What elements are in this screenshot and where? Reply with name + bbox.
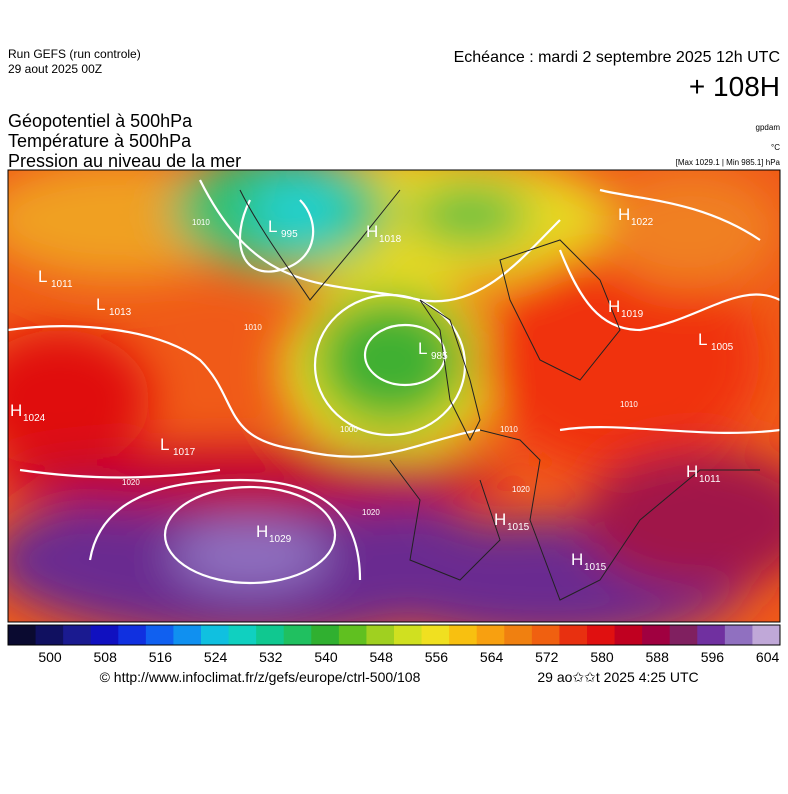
pressure-center-type: H — [686, 462, 698, 481]
colorbar-swatch — [504, 625, 533, 645]
pressure-center-value: 1017 — [173, 447, 196, 458]
pressure-center-type: H — [256, 522, 268, 541]
colorbar-tick-label: 596 — [701, 649, 725, 665]
colorbar-swatch — [90, 625, 119, 645]
colorbar-swatch — [697, 625, 726, 645]
isobar-label: 1020 — [122, 478, 140, 487]
legend-line: Géopotentiel à 500hPa — [8, 111, 193, 131]
pressure-center-type: H — [366, 222, 378, 241]
pressure-center-value: 1022 — [631, 217, 654, 228]
colorbar-swatch — [587, 625, 616, 645]
colorbar-swatch — [311, 625, 340, 645]
isobar-label: 1010 — [620, 400, 638, 409]
isobar-label: 1020 — [362, 508, 380, 517]
colorbar-swatch — [63, 625, 92, 645]
pressure-center-type: H — [10, 401, 22, 420]
pressure-center-type: H — [608, 297, 620, 316]
colorbar-swatch — [145, 625, 174, 645]
unit: gpdam — [756, 123, 781, 132]
colorbar-swatch — [35, 625, 64, 645]
colorbar-swatch — [531, 625, 560, 645]
pressure-center-value: 1018 — [379, 234, 402, 245]
lead-time: + 108H — [689, 71, 780, 102]
colorbar-swatch — [559, 625, 588, 645]
run-date: 29 aout 2025 00Z — [8, 62, 102, 76]
pressure-center-value: 1029 — [269, 534, 292, 545]
colorbar-tick-label: 532 — [259, 649, 283, 665]
colorbar-swatch — [366, 625, 395, 645]
colorbar-swatch — [752, 625, 781, 645]
colorbar-tick-label: 580 — [590, 649, 614, 665]
colorbar-swatch — [421, 625, 450, 645]
colorbar-swatch — [118, 625, 147, 645]
pressure-center-value: 1013 — [109, 307, 132, 318]
colorbar-swatch — [394, 625, 423, 645]
isobar-label: 1010 — [192, 218, 210, 227]
colorbar-frame — [7, 624, 781, 646]
colorbar-swatch — [642, 625, 671, 645]
colorbar-tick-label: 508 — [94, 649, 118, 665]
pressure-center-value: 995 — [281, 229, 298, 240]
isobar-label: 1020 — [512, 485, 530, 494]
pressure-center-type: L — [38, 267, 47, 286]
pressure-center-type: H — [494, 510, 506, 529]
isobar-labels: 1010 1020 1000 1010 1020 1010 1020 1010 — [122, 218, 638, 517]
colorbar-tick-label: 572 — [535, 649, 559, 665]
colorbar-swatch — [201, 625, 230, 645]
colorbar-swatch — [283, 625, 312, 645]
colorbar-swatch — [256, 625, 285, 645]
colorbar: 500 508 516 524 532 540 548 556 564 572 580 588 596 6… — [7, 624, 781, 665]
pressure-center-type: L — [96, 295, 105, 314]
pressure-center-value: 985 — [431, 351, 448, 362]
legend-line: Température à 500hPa — [8, 131, 192, 151]
isobar-label: 1010 — [500, 425, 518, 434]
isobar-label: 1010 — [244, 323, 262, 332]
colorbar-tick-label: 588 — [646, 649, 670, 665]
pressure-center-type: H — [571, 550, 583, 569]
source-url: © http://www.infoclimat.fr/z/gefs/europe… — [100, 669, 421, 685]
unit: [Max 1029.1 | Min 985.1] hPa — [676, 158, 781, 167]
pressure-center-type: L — [418, 339, 427, 358]
colorbar-tick-label: 500 — [38, 649, 62, 665]
pressure-center-type: L — [160, 435, 169, 454]
generated-time: 29 ao✩✩t 2025 4:25 UTC — [537, 669, 698, 685]
valid-time: Echéance : mardi 2 septembre 2025 12h UT… — [454, 49, 780, 66]
legend-line: Pression au niveau de la mer — [8, 151, 241, 171]
colorbar-swatch — [173, 625, 202, 645]
colorbar-tick-label: 556 — [425, 649, 449, 665]
colorbar-tick-label: 524 — [204, 649, 228, 665]
pressure-center-type: L — [268, 217, 277, 236]
pressure-center-value: 1005 — [711, 342, 734, 353]
pressure-center-type: L — [698, 330, 707, 349]
run-label: Run GEFS (run controle) — [8, 47, 141, 61]
colorbar-tick-label: 540 — [314, 649, 338, 665]
pressure-center-value: 1011 — [699, 474, 721, 485]
pressure-center-value: 1015 — [584, 562, 607, 573]
pressure-center-value: 1024 — [23, 413, 46, 424]
colorbar-swatch — [449, 625, 478, 645]
pressure-center-type: H — [618, 205, 630, 224]
map-frame — [7, 169, 781, 623]
colorbar-tick-label: 516 — [149, 649, 173, 665]
colorbar-tick-label: 564 — [480, 649, 504, 665]
colorbar-swatch — [724, 625, 753, 645]
colorbar-tick-label: 548 — [370, 649, 394, 665]
colorbar-swatch — [338, 625, 367, 645]
colorbar-swatch — [228, 625, 257, 645]
pressure-center-value: 1015 — [507, 522, 530, 533]
colorbar-swatch — [669, 625, 698, 645]
colorbar-swatch — [614, 625, 643, 645]
colorbar-tick-label: 604 — [756, 649, 780, 665]
isobar-label: 1000 — [340, 425, 358, 434]
unit: °C — [771, 143, 780, 152]
colorbar-swatch — [8, 625, 37, 645]
pressure-center-value: 1019 — [621, 309, 644, 320]
colorbar-swatch — [476, 625, 505, 645]
pressure-center-value: 1011 — [51, 279, 73, 290]
